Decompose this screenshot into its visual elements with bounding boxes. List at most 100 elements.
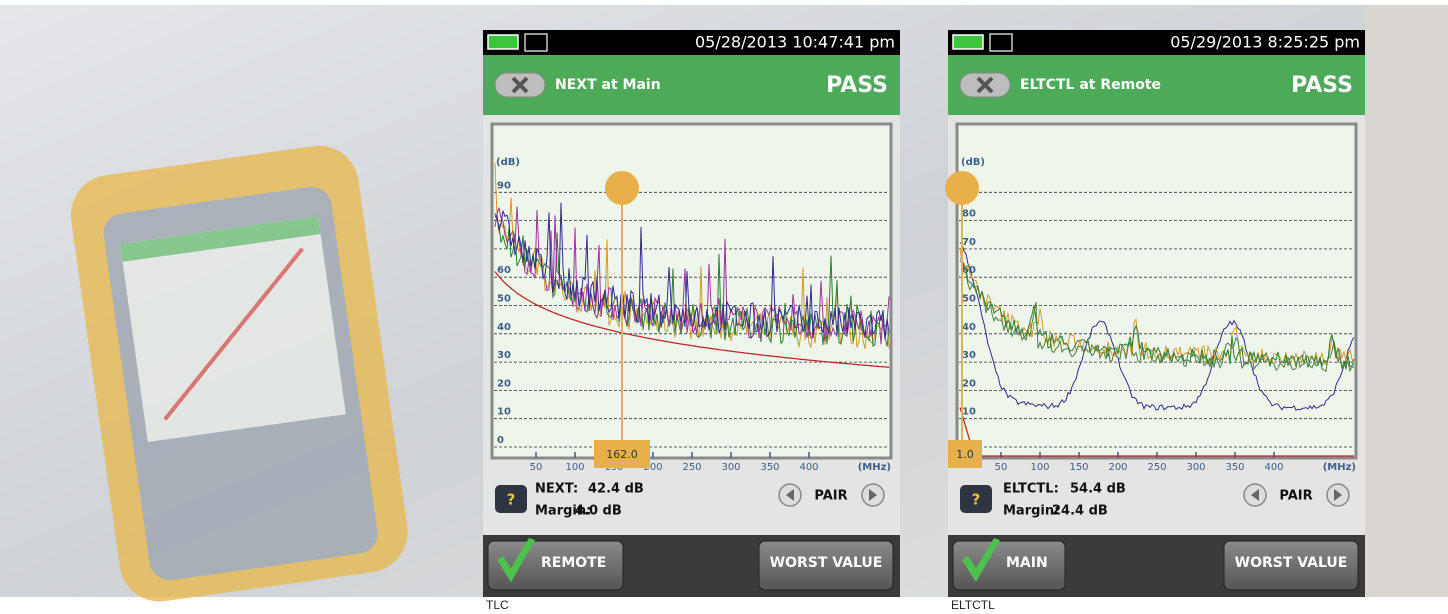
status-time: 05/29/2013 8:25:25 pm — [1170, 33, 1360, 52]
left-button-label: REMOTE — [541, 555, 606, 571]
x-tick-label: 100 — [1030, 462, 1049, 473]
y-tick-label: 80 — [962, 209, 976, 220]
x-tick-label: 200 — [1108, 462, 1127, 473]
battery-icon — [487, 34, 519, 50]
screen-title: NEXT at Main — [555, 77, 661, 93]
header-bar — [483, 55, 900, 115]
x-tick-label: 400 — [799, 462, 818, 473]
y-tick-label: 60 — [497, 265, 511, 276]
pair-arrow — [1334, 489, 1342, 501]
trace — [494, 213, 890, 348]
right-button[interactable] — [758, 540, 894, 591]
trace — [959, 407, 1354, 457]
result: PASS — [1291, 73, 1353, 98]
x-tick-label: 50 — [530, 462, 543, 473]
header-bar — [948, 55, 1365, 115]
trace — [494, 206, 890, 345]
x-tick-label: 400 — [1264, 462, 1283, 473]
y-unit: (dB) — [496, 157, 520, 168]
y-tick-label: 40 — [497, 322, 511, 333]
x-tick-label: 200 — [643, 462, 662, 473]
x-tick-label: 300 — [721, 462, 740, 473]
x-tick-label: 100 — [565, 462, 584, 473]
y-tick-label: 0 — [497, 435, 504, 446]
readout-label: ELTCTL: — [1003, 482, 1059, 497]
screen-title: ELTCTL at Remote — [1020, 77, 1161, 93]
trace — [494, 271, 890, 368]
readout-label: Margin: — [535, 504, 591, 519]
trace — [959, 242, 1355, 411]
caption-bg — [480, 597, 903, 614]
status-bar — [483, 30, 900, 55]
trace — [959, 258, 1355, 373]
link-icon — [524, 33, 548, 52]
y-tick-label: 40 — [962, 322, 976, 333]
pair-arrow — [786, 489, 794, 501]
readout-value: 42.4 dB — [588, 482, 644, 497]
marker-handle[interactable] — [605, 171, 639, 205]
device-photo — [70, 145, 408, 602]
trace — [959, 258, 1355, 370]
readout-value: 54.4 dB — [1070, 482, 1126, 497]
help-label: ? — [507, 491, 516, 509]
plot-frame — [490, 122, 893, 460]
help-button[interactable] — [495, 485, 527, 513]
x-tick-label: 350 — [760, 462, 779, 473]
background-photo-right — [1365, 5, 1448, 597]
y-tick-label: 10 — [497, 407, 511, 418]
status-bar — [948, 30, 1365, 55]
x-tick-label: 250 — [682, 462, 701, 473]
right-button-label: WORST VALUE — [770, 555, 883, 571]
y-tick-label: 30 — [497, 350, 511, 361]
back-x — [511, 76, 529, 94]
y-tick-label: 50 — [962, 294, 976, 305]
caption: ELTCTL — [951, 598, 995, 612]
x-unit: (MHz) — [858, 462, 891, 473]
result: PASS — [826, 73, 888, 98]
y-unit: (dB) — [961, 157, 985, 168]
right-button-label: WORST VALUE — [1235, 555, 1348, 571]
y-tick-label: 20 — [497, 378, 511, 389]
trace — [494, 202, 890, 339]
marker-box — [948, 440, 982, 468]
readout-value: 24.4 dB — [1052, 504, 1108, 519]
caption-bg — [945, 597, 1368, 614]
y-tick-label: 70 — [962, 237, 976, 248]
x-tick-label: 300 — [1186, 462, 1205, 473]
readout-label: NEXT: — [535, 482, 578, 497]
back-x — [976, 76, 994, 94]
left-button-label: MAIN — [1006, 555, 1048, 571]
x-tick-label: 250 — [1147, 462, 1166, 473]
x-tick-label: 150 — [1069, 462, 1088, 473]
x-tick-label: 50 — [995, 462, 1008, 473]
y-tick-label: 10 — [962, 407, 976, 418]
plot-frame — [955, 122, 1358, 460]
pair-label: PAIR — [1279, 489, 1312, 504]
y-tick-label: 90 — [497, 180, 511, 191]
x-tick-label: 350 — [1225, 462, 1244, 473]
battery-icon — [952, 34, 984, 50]
marker-value: 162.0 — [606, 448, 638, 461]
marker-handle[interactable] — [945, 171, 979, 205]
pair-arrow — [1251, 489, 1259, 501]
device-screen: 05/28/2013 10:47:41 pm NEXT at Main PASS 0 1… — [480, 30, 903, 614]
marker-value: 1.0 — [956, 448, 974, 461]
caption: TLC — [486, 598, 509, 612]
right-button[interactable] — [1223, 540, 1359, 591]
help-label: ? — [972, 491, 981, 509]
link-icon — [989, 33, 1013, 52]
left-button[interactable] — [952, 540, 1066, 591]
help-button[interactable] — [960, 485, 992, 513]
x-unit: (MHz) — [1323, 462, 1356, 473]
check-icon — [962, 538, 1000, 582]
readout-label: Margin: — [1003, 504, 1059, 519]
device-screen: 05/29/2013 8:25:25 pm ELTCTL at Remote PAS… — [945, 30, 1368, 614]
status-time: 05/28/2013 10:47:41 pm — [695, 33, 895, 52]
y-tick-label: 50 — [497, 294, 511, 305]
check-icon — [497, 538, 535, 582]
y-tick-label: 30 — [962, 350, 976, 361]
marker-box — [594, 440, 650, 468]
pair-arrow — [869, 489, 877, 501]
pair-label: PAIR — [814, 489, 847, 504]
